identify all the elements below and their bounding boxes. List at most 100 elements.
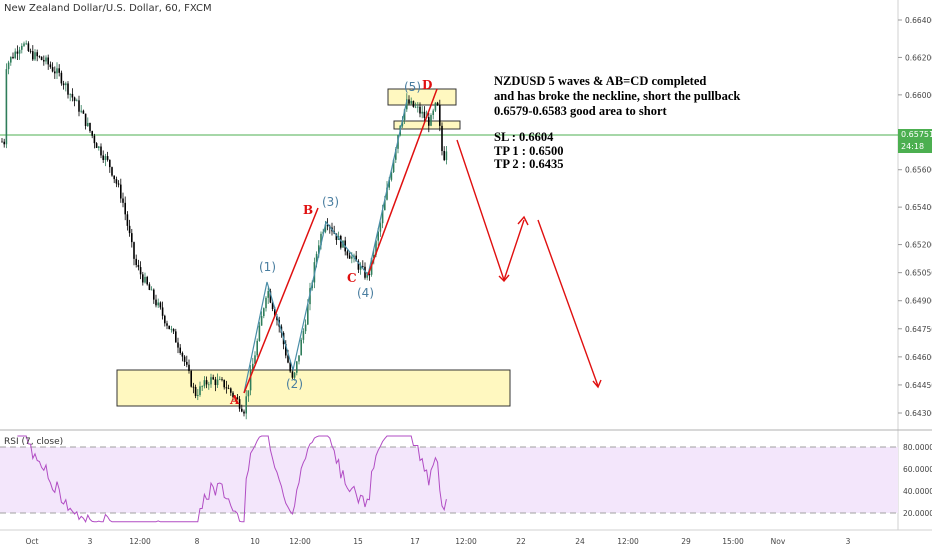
abcd-line <box>243 207 319 394</box>
support-zone[interactable] <box>116 369 511 407</box>
time-tick-label: 3 <box>88 537 93 546</box>
neckline-zone[interactable] <box>393 120 461 130</box>
candle-body <box>225 387 228 389</box>
time-axis: Oct 3 12:00 8 10 12:00 15 17 12:00 22 24 12:00 29 15:… <box>26 537 851 546</box>
candle-body <box>153 289 155 300</box>
candle-body <box>199 386 201 395</box>
candle-body <box>216 379 219 386</box>
candle-body <box>102 155 104 161</box>
candle-body <box>113 175 115 180</box>
candle-body <box>247 390 250 397</box>
candle-body <box>78 100 80 112</box>
candle-body <box>260 316 263 326</box>
candle-body <box>111 167 113 176</box>
top-zone[interactable] <box>387 88 457 106</box>
candle-body <box>82 110 85 114</box>
candle-body <box>172 328 175 332</box>
candle-body <box>150 289 153 291</box>
candle-body <box>23 43 25 46</box>
candle-body <box>60 72 63 84</box>
candle-body <box>188 364 190 371</box>
time-tick-label: 12:00 <box>129 537 151 546</box>
candle-body <box>406 99 408 110</box>
candle-body <box>203 380 206 387</box>
candle-body <box>73 97 76 102</box>
candle-body <box>419 106 421 114</box>
candle-body <box>362 266 364 267</box>
candle-body <box>89 122 91 132</box>
candle-body <box>38 56 41 58</box>
time-tick-label: 29 <box>681 537 691 546</box>
candle-body <box>267 291 269 298</box>
candle-body <box>287 355 289 363</box>
candle-body <box>351 256 353 259</box>
candle-body <box>219 379 221 381</box>
candle-body <box>177 342 179 348</box>
candle-body <box>388 179 390 188</box>
candle-body <box>232 392 234 398</box>
candle-body <box>7 62 10 70</box>
candle-body <box>335 233 338 240</box>
candle-body <box>428 117 430 126</box>
candle-body <box>346 251 349 256</box>
annotation-line-2: and has broke the neckline, short the pu… <box>494 89 741 103</box>
candle-body <box>214 379 217 386</box>
candle-body <box>304 324 307 332</box>
candle-body <box>34 52 36 60</box>
time-tick-label: 15:00 <box>722 537 744 546</box>
candle-body <box>106 156 109 160</box>
candle-body <box>137 264 140 268</box>
candle-body <box>115 179 118 184</box>
candle-body <box>320 233 322 246</box>
time-tick-label: 12:00 <box>289 537 311 546</box>
candle-body <box>164 315 166 324</box>
candle-body <box>49 64 52 68</box>
candle-body <box>408 99 410 104</box>
candle-body <box>69 93 71 95</box>
candle-body <box>212 377 214 380</box>
candle-body <box>326 224 329 227</box>
candle-body <box>43 59 45 62</box>
candle-body <box>133 242 135 259</box>
candle-body <box>353 255 355 257</box>
candle-body <box>441 125 443 151</box>
countdown-badge: 24:18 <box>898 141 932 153</box>
candle-body <box>194 386 197 396</box>
wave-label-5: (5) <box>404 80 421 94</box>
price-axis: 0.664000.662000.660000.658000.656000.654… <box>898 16 932 418</box>
candle-body <box>104 156 107 161</box>
candle-body <box>36 52 38 57</box>
candle-body <box>62 83 65 86</box>
candle-body <box>51 67 54 72</box>
candle-body <box>373 254 375 258</box>
candles-group <box>1 40 448 420</box>
time-tick-label: 17 <box>410 537 420 546</box>
rsi-tick-label: 80.0000 <box>903 443 932 452</box>
candle-body <box>221 379 223 381</box>
candle-body <box>1 141 3 143</box>
candle-body <box>76 100 78 102</box>
rsi-tick-label: 60.0000 <box>903 465 932 474</box>
candle-body <box>318 245 320 254</box>
candle-body <box>161 307 164 316</box>
candle-body <box>386 187 388 200</box>
candle-body <box>128 225 131 234</box>
candle-body <box>236 397 239 400</box>
candle-body <box>276 316 278 321</box>
pattern-label-c: C <box>347 271 357 285</box>
candle-body <box>146 276 148 285</box>
rsi-tick-label: 40.0000 <box>903 487 932 496</box>
candle-body <box>16 51 19 54</box>
candle-body <box>445 151 448 161</box>
candle-body <box>439 105 441 126</box>
time-tick-label: 24 <box>575 537 585 546</box>
candle-body <box>135 258 137 265</box>
candle-body <box>65 83 67 86</box>
time-tick-label: Oct <box>26 537 39 546</box>
candle-body <box>238 399 241 409</box>
